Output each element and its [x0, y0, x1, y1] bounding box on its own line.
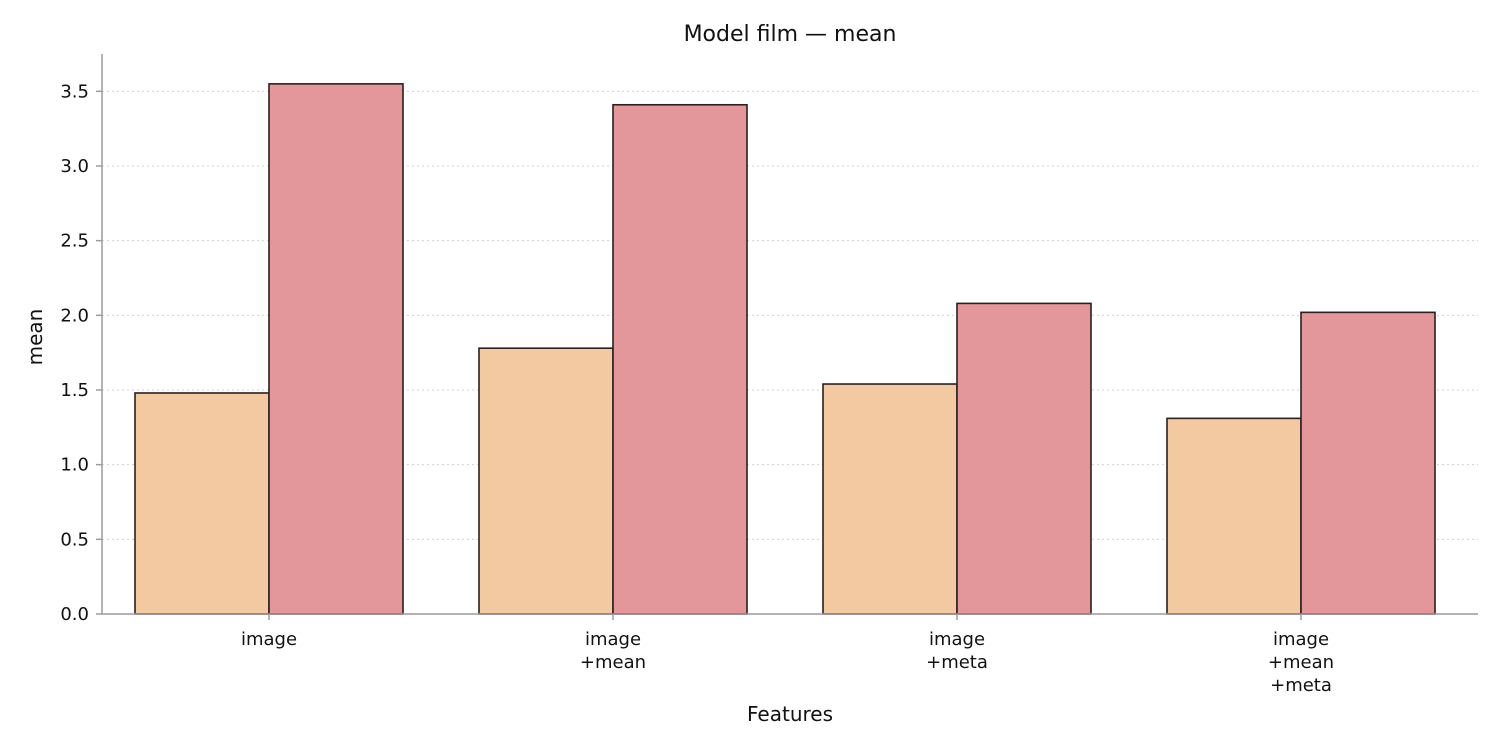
x-axis-title: Features: [747, 702, 833, 726]
y-tick-label: 2.5: [60, 231, 89, 252]
bar-series-2-cat-1: [268, 83, 404, 615]
bar-series-1-cat-3: [822, 383, 958, 615]
x-tick-label: image: [241, 629, 297, 650]
x-tick-label: image: [929, 629, 985, 650]
y-tick-label: 3.5: [60, 81, 89, 102]
y-tick-label: 1.0: [60, 455, 89, 476]
y-tick-label: 2.0: [60, 305, 89, 326]
bar-series-2-cat-2: [612, 103, 748, 615]
y-tick-label: 3.0: [60, 156, 89, 177]
y-tick-label: 1.5: [60, 380, 89, 401]
chart-title: Model film — mean: [684, 22, 897, 47]
x-tick-label: +mean: [1268, 652, 1334, 673]
bar-series-2-cat-3: [956, 302, 1092, 615]
x-tick-label: +meta: [1270, 675, 1332, 696]
bar-series-1-cat-1: [134, 392, 270, 615]
y-tick-label: 0.5: [60, 529, 89, 550]
y-axis-title: mean: [23, 309, 47, 366]
x-tick-label: image: [585, 629, 641, 650]
bar-series-1-cat-4: [1166, 417, 1302, 615]
x-tick-label: +meta: [926, 652, 988, 673]
bar-series-1-cat-2: [478, 347, 614, 615]
bar-series-2-cat-4: [1300, 311, 1436, 615]
x-tick-label: image: [1273, 629, 1329, 650]
y-tick-label: 0.0: [60, 604, 89, 625]
x-tick-label: +mean: [580, 652, 646, 673]
bar-layer: [134, 83, 1436, 615]
